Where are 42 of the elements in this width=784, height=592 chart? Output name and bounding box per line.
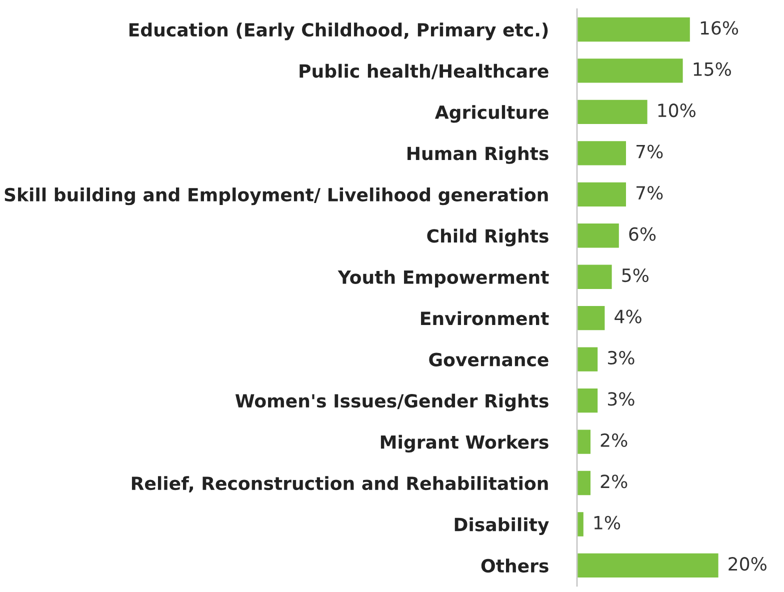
data-label: 7% — [636, 186, 663, 200]
data-label: 10% — [658, 104, 696, 118]
bar — [577, 16, 692, 43]
y-tick-label: Human Rights — [408, 146, 548, 164]
data-label: 5% — [622, 268, 648, 282]
bar — [577, 387, 599, 414]
bar — [577, 428, 592, 456]
data-label: 2% — [600, 433, 628, 448]
y-tick-label: Environment — [421, 311, 549, 326]
y-tick-label: Women's Issues/Gender Rights — [235, 394, 548, 412]
data-label: 6% — [629, 227, 656, 241]
y-tick-label: Public health/Healthcare — [300, 64, 548, 80]
y-tick-label: Agriculture — [434, 105, 548, 123]
data-label: 16% — [700, 21, 738, 35]
bar — [577, 510, 585, 538]
bar — [577, 263, 614, 290]
y-tick-label: Relief, Reconstruction and Rehabilitation — [132, 476, 548, 492]
data-label: 20% — [728, 557, 766, 571]
bar — [577, 346, 599, 373]
bar — [577, 552, 719, 579]
y-tick-label: Migrant Workers — [380, 434, 548, 453]
y-tick-label: Others — [481, 558, 548, 573]
data-label: 2% — [600, 474, 628, 488]
bar — [577, 140, 628, 167]
bar — [577, 180, 628, 208]
y-tick-label: Skill building and Employment/ Livelihood generation — [4, 188, 548, 206]
data-label: 3% — [608, 350, 634, 365]
y-tick-label: Education (Early Childhood, Primary etc.) — [129, 22, 548, 40]
data-label: 7% — [636, 144, 663, 158]
bar — [577, 98, 649, 126]
bar — [577, 222, 620, 250]
bar — [577, 304, 606, 332]
bar — [577, 470, 592, 496]
y-tick-label: Disability — [454, 517, 549, 535]
data-label: 3% — [608, 392, 634, 406]
data-label: 4% — [614, 310, 642, 324]
y-tick-label: Governance — [429, 352, 548, 366]
data-label: 1% — [594, 516, 620, 530]
y-tick-label: Child Rights — [427, 228, 548, 246]
y-tick-label: Youth Empowerment — [338, 270, 549, 288]
data-label: 15% — [694, 62, 731, 76]
bar — [577, 57, 684, 84]
